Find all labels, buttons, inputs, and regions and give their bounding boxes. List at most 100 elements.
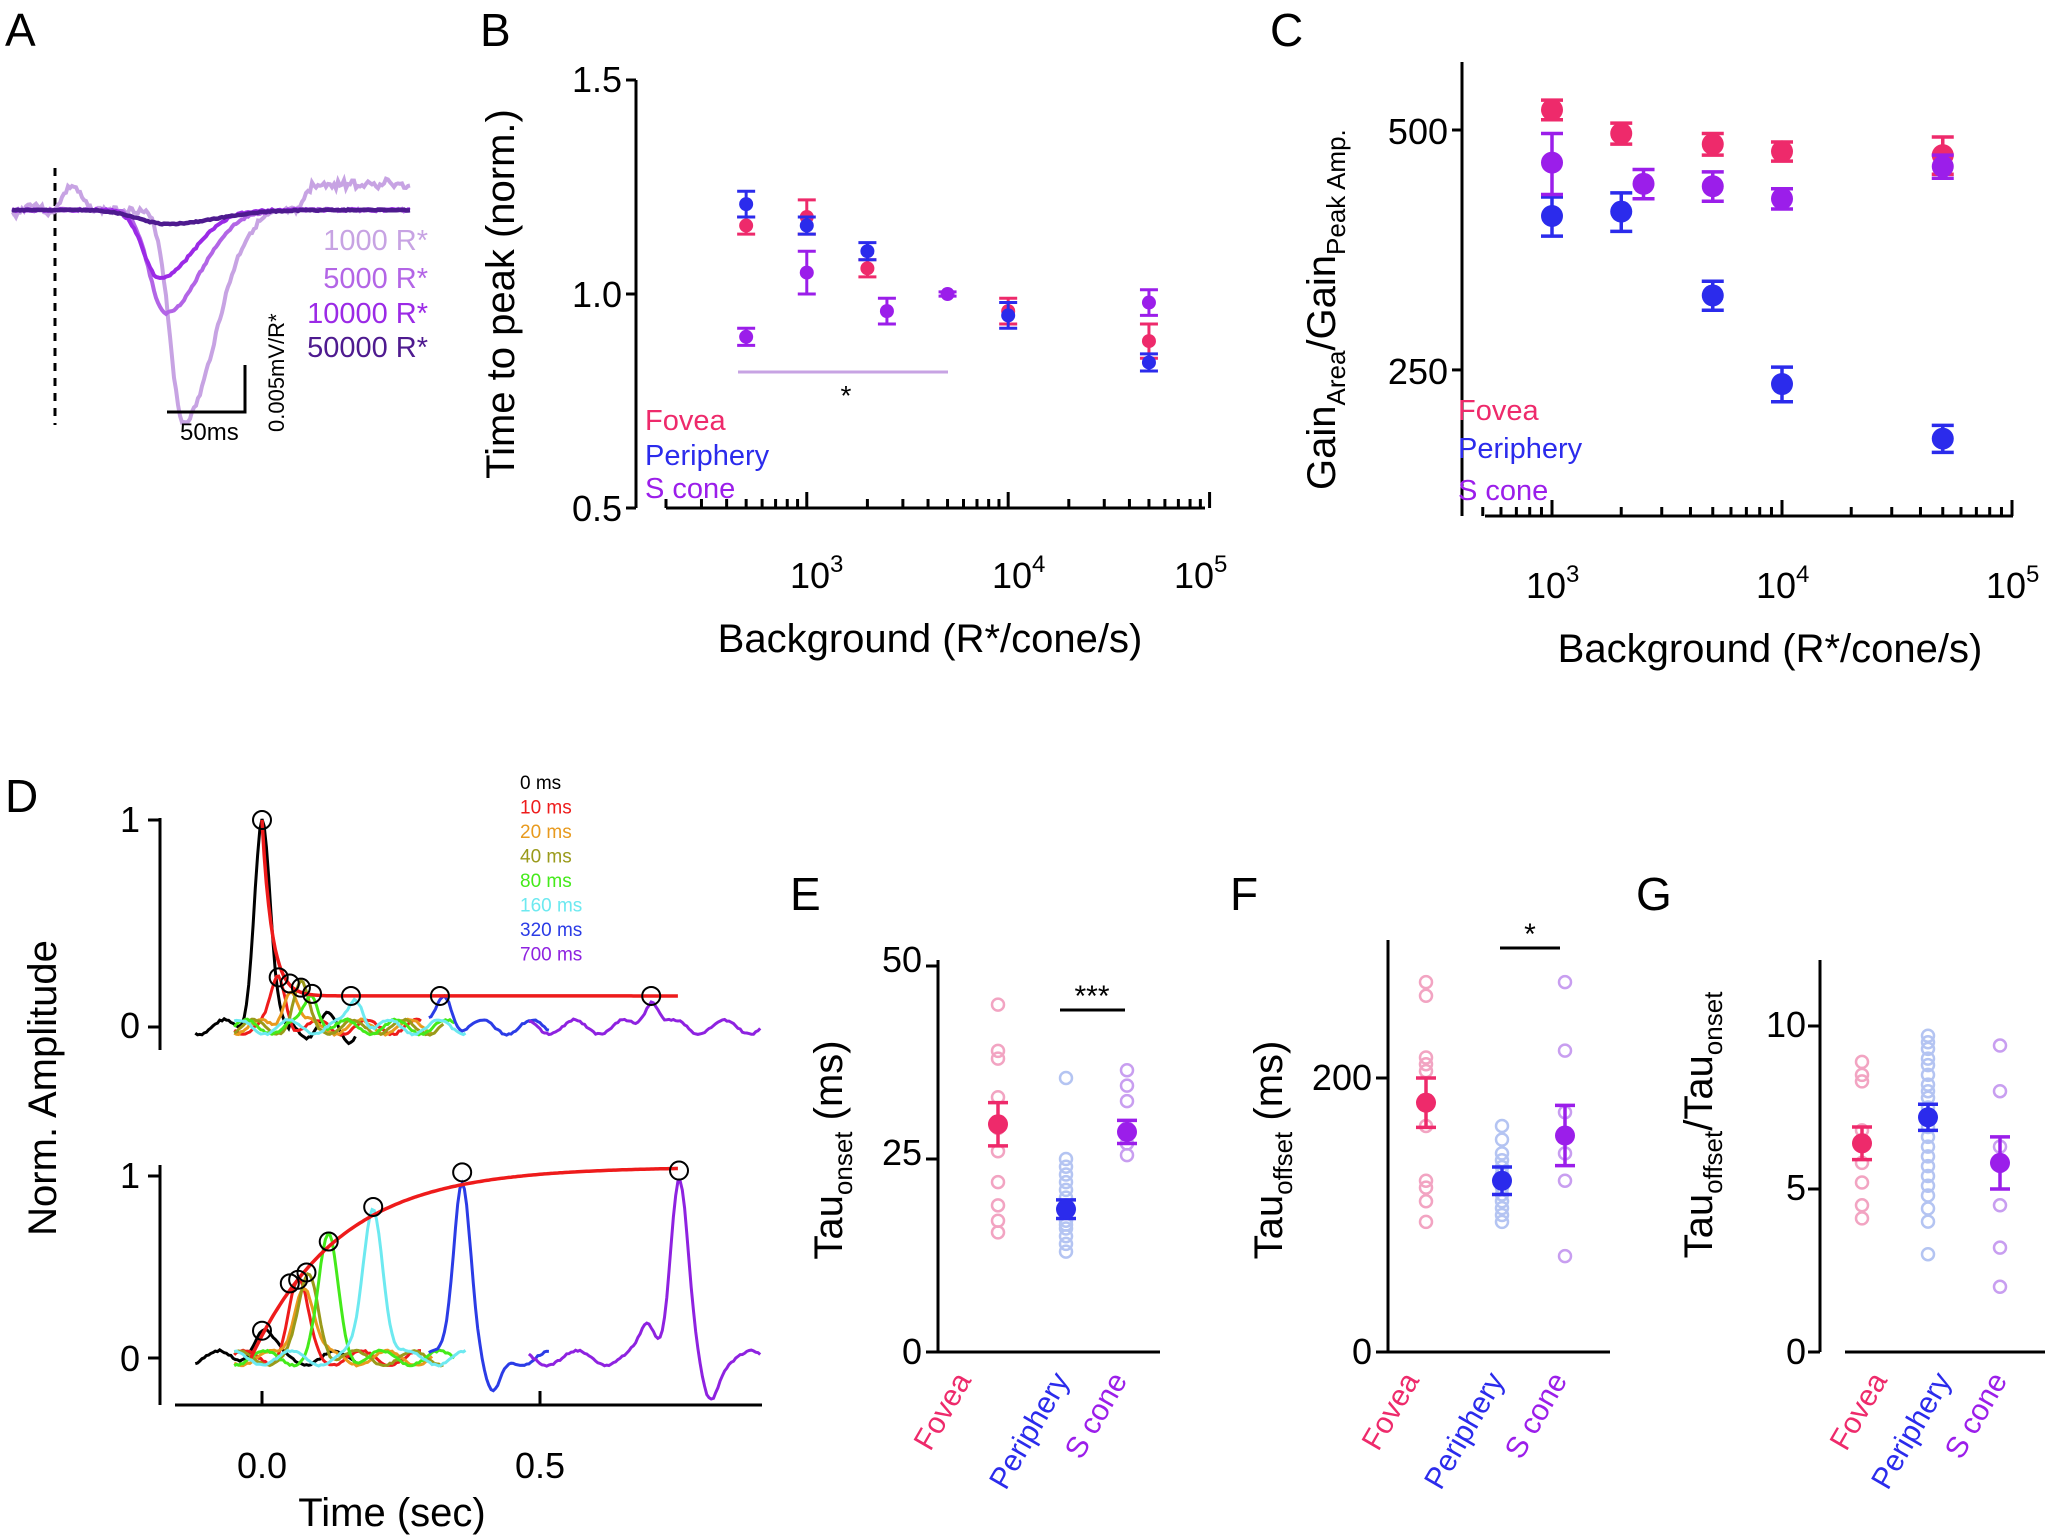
d-legend-40-ms: 40 ms [520, 847, 572, 868]
g-point-periphery [1920, 1035, 1936, 1050]
g-mean-periphery [1918, 1107, 1938, 1128]
b-legend-periphery: Periphery [645, 440, 770, 472]
b-point-fovea [1141, 334, 1156, 349]
f-point-fovea [1418, 974, 1434, 990]
panel-a: A 1000 R* 5000 R* 10000 R* 50000 R* 50ms… [5, 4, 428, 446]
c-point-periphery [1701, 284, 1724, 307]
f-point-s-cone [1557, 974, 1573, 990]
e-ytick-2: 25 [882, 1132, 922, 1173]
e-ytick-1: 50 [882, 939, 922, 980]
d-legend-700-ms: 700 ms [520, 945, 582, 966]
g-point-s-cone [1992, 1240, 2008, 1255]
legend-10000: 10000 R* [307, 298, 428, 330]
e-point-periphery [1058, 1070, 1074, 1086]
d-bottom-peak-marker [296, 1262, 317, 1283]
e-mean-s-cone [1117, 1121, 1137, 1142]
c-ytick-1: 500 [1388, 111, 1448, 152]
g-mean-fovea [1852, 1133, 1872, 1154]
d-top-fit-curve [260, 819, 678, 998]
g-points [1852, 1028, 2010, 1295]
d-legend-10-ms: 10 ms [520, 798, 572, 819]
c-point-s-cone [1771, 187, 1793, 210]
b-points [737, 189, 1158, 373]
d-legend: 0 ms 10 ms 20 ms 40 ms 80 ms 160 ms 320 ms 700 … [520, 773, 582, 966]
c-point-fovea [1610, 122, 1633, 145]
f-y-label: Tauoffset (ms) [1247, 1041, 1298, 1260]
d-bottom-fit-curve [249, 1166, 678, 1359]
d-top-trace-10-ms [233, 974, 422, 1037]
c-ticks [1452, 128, 2014, 516]
b-ytick-2: 1.0 [572, 274, 622, 315]
b-point-s-cone [1141, 295, 1156, 310]
g-ytick-2: 5 [1786, 1167, 1806, 1208]
d-bottom-trace-320-ms [428, 1179, 549, 1393]
c-ytick-2: 250 [1388, 351, 1448, 392]
g-ytick-3: 0 [1786, 1331, 1806, 1372]
d-bottom-trace-160-ms [233, 1207, 467, 1368]
b-xtick-1: 103 [790, 551, 843, 596]
e-point-s-cone [1119, 1062, 1135, 1078]
g-point-s-cone [1992, 1279, 2008, 1295]
e-points [988, 997, 1137, 1259]
b-point-fovea [860, 261, 875, 276]
f-point-fovea [1418, 1057, 1434, 1072]
c-xtick-2: 104 [1756, 561, 1809, 606]
g-mean-s-cone [1990, 1152, 2010, 1173]
g-point-periphery [1920, 1041, 1936, 1057]
c-point-fovea [1541, 98, 1563, 121]
d-x-label: Time (sec) [298, 1491, 485, 1535]
e-point-periphery [1058, 1228, 1074, 1244]
c-legend-scone: S cone [1458, 475, 1548, 507]
b-xtick-2: 104 [992, 551, 1045, 596]
e-point-periphery [1058, 1159, 1074, 1174]
f-point-periphery [1494, 1146, 1510, 1161]
d-traces [194, 810, 762, 1401]
e-point-s-cone [1119, 1078, 1135, 1093]
scale-y-label: 0.005mV/R* [264, 313, 289, 432]
g-point-periphery [1920, 1149, 1936, 1164]
f-point-periphery [1494, 1214, 1510, 1230]
b-sig-star: * [841, 380, 852, 411]
e-point-fovea [990, 1174, 1006, 1190]
e-mean-fovea [988, 1114, 1008, 1135]
scale-x-label: 50ms [180, 419, 239, 446]
d-top-peak-marker [290, 977, 311, 998]
e-point-fovea [990, 1043, 1006, 1059]
c-point-periphery [1931, 427, 1954, 450]
d-bottom-peak-marker [252, 1320, 272, 1341]
g-point-fovea [1854, 1054, 1870, 1070]
f-point-s-cone [1557, 1173, 1573, 1188]
e-point-periphery [1058, 1174, 1074, 1190]
e-point-s-cone [1119, 1093, 1135, 1109]
g-point-periphery [1920, 1168, 1936, 1184]
g-point-periphery [1920, 1201, 1936, 1216]
d-bottom-peak-marker [318, 1231, 339, 1252]
f-sig-star: * [1524, 918, 1536, 951]
d-top-ytick-1: 1 [120, 799, 140, 840]
e-point-fovea [990, 1051, 1006, 1066]
g-point-fovea [1854, 1175, 1870, 1190]
f-ytick-2: 0 [1352, 1331, 1372, 1372]
b-x-label: Background (R*/cone/s) [718, 617, 1143, 661]
b-xtick-3: 105 [1174, 551, 1227, 596]
f-point-periphery [1494, 1207, 1510, 1223]
c-y-label: GainArea/GainPeak Amp. [1300, 129, 1351, 490]
panel-b: B 1.5 1.0 0.5 103 104 105 Background (R*… [479, 4, 1227, 661]
c-xtick-3: 105 [1986, 561, 2039, 606]
d-legend-0-ms: 0 ms [520, 773, 561, 794]
panel-a-trace-1000 [11, 173, 411, 425]
g-point-s-cone [1992, 1038, 2008, 1053]
panel-f: F 200 0 Tauoffset (ms) * Fovea Periphery… [1230, 868, 1610, 1495]
d-y-label: Norm. Amplitude [21, 940, 65, 1236]
g-point-periphery [1920, 1178, 1936, 1193]
d-xtick-2: 0.5 [515, 1445, 565, 1486]
d-top-trace-700-ms [528, 1000, 762, 1037]
g-point-s-cone [1992, 1198, 2008, 1213]
f-point-fovea [1418, 1194, 1434, 1209]
d-top-ytick-0: 0 [120, 1005, 140, 1046]
d-ticks [148, 818, 542, 1405]
d-bot-ytick-1: 1 [120, 1155, 140, 1196]
g-point-periphery [1920, 1067, 1936, 1083]
panel-d: D 1 0 1 0 0.0 0.5 Time (sec) Norm. Ampli… [5, 770, 762, 1535]
e-cat-periphery: Periphery [983, 1367, 1076, 1495]
